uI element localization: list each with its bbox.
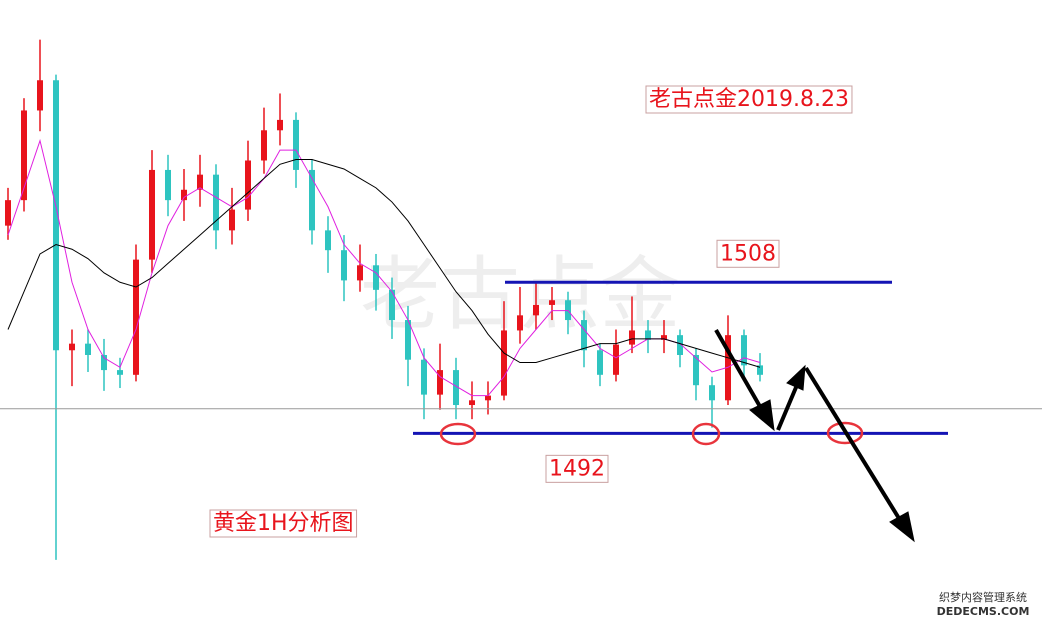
candle-body (341, 250, 347, 281)
candle-body (645, 330, 651, 340)
candle-body (741, 335, 747, 366)
arrow-head (786, 364, 806, 391)
arrow-head (889, 511, 915, 543)
candle-body (581, 320, 587, 351)
candle-body (757, 365, 763, 375)
ellipse (826, 421, 864, 445)
candle-body (373, 265, 379, 290)
candle-body (389, 289, 395, 321)
candle-body (261, 130, 267, 161)
candle-body (149, 169, 155, 260)
candle-body (53, 80, 59, 351)
levels (0, 280, 1042, 435)
candle-body (453, 370, 459, 406)
candle-body (485, 395, 491, 401)
level-label: 1492 (549, 456, 605, 481)
arrow-head (749, 399, 775, 432)
candle-body (85, 343, 91, 355)
candle-body (101, 354, 107, 371)
candle-body (197, 174, 203, 190)
candle-body (501, 330, 507, 396)
ellipse (691, 422, 721, 446)
candle-body (549, 300, 555, 305)
moving-average (7, 138, 761, 397)
candle-body (677, 335, 683, 355)
candle-body (357, 265, 363, 281)
candle-body (597, 350, 603, 375)
arrow (776, 384, 799, 431)
candle-body (5, 200, 11, 226)
candle-body (293, 119, 299, 170)
candle-body (245, 160, 251, 210)
footer-text: 织梦内容管理系统 (939, 590, 1027, 604)
candle-body (213, 174, 219, 231)
candle-body (277, 119, 283, 131)
candle-body (661, 335, 667, 340)
arrow (714, 329, 764, 411)
moving-average (7, 159, 761, 368)
candle-body (181, 189, 187, 201)
chart-title: 老古点金2019.8.23 (649, 87, 849, 112)
arrow (804, 366, 902, 522)
candle-body (69, 343, 75, 351)
candle-body (165, 169, 171, 201)
level-label: 1508 (720, 241, 776, 266)
label-box (716, 239, 780, 268)
candle-body (469, 400, 475, 406)
candle-body (133, 259, 139, 375)
label-box (545, 454, 609, 483)
candle-body (437, 370, 443, 395)
candle-body (421, 359, 427, 395)
candle-body (613, 344, 619, 375)
candle-body (629, 330, 635, 345)
label-box (209, 509, 358, 538)
candle-body (517, 315, 523, 331)
candle-body (533, 304, 539, 316)
candle-body (693, 354, 699, 386)
candle-body (309, 169, 315, 231)
ellipses (439, 421, 864, 446)
labels: 老古点金2019.8.23 黄金1H分析图 1508 1492 (209, 85, 853, 538)
candle-body (709, 385, 715, 401)
chart-subtitle: 黄金1H分析图 (213, 511, 354, 536)
footer-text: DEDECMS.COM (937, 605, 1030, 618)
ellipse (439, 422, 477, 446)
candle-body (37, 80, 43, 111)
footer-bg (930, 588, 1036, 620)
arrows (714, 329, 915, 543)
candles (5, 39, 763, 560)
candle-body (229, 209, 235, 231)
candle-body (325, 230, 331, 251)
candle-body (21, 110, 27, 201)
candle-body (405, 320, 411, 360)
moving-averages (7, 138, 761, 397)
label-box (645, 85, 853, 114)
candle-body (117, 370, 123, 375)
